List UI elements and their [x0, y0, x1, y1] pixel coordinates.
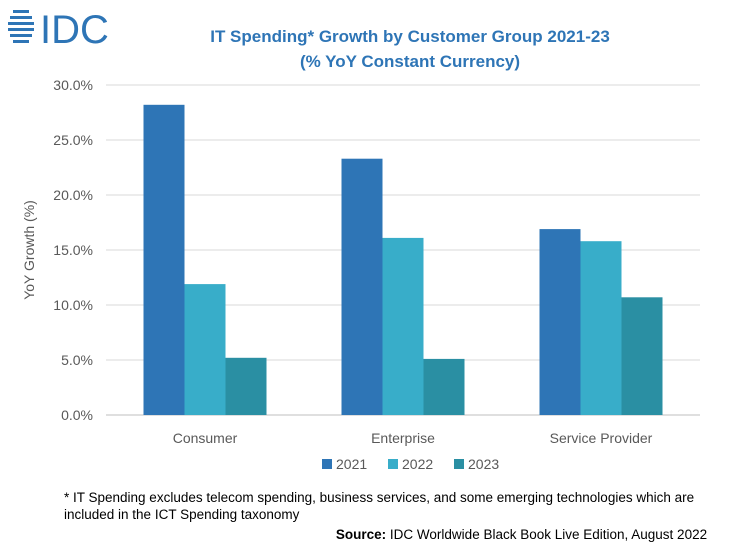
- y-tick-label: 10.0%: [53, 297, 93, 313]
- bar-consumer-2022: [184, 284, 226, 415]
- bar-service-provider-2023: [621, 297, 663, 415]
- bar-consumer-2023: [225, 357, 267, 415]
- legend-swatch-2021: [322, 459, 332, 469]
- chart-title-line-1: IT Spending* Growth by Customer Group 20…: [210, 27, 610, 46]
- legend-label-2021: 2021: [336, 456, 367, 472]
- bar-chart: 0.0% 5.0% 10.0% 15.0% 20.0% 25.0% 30.0% YoY Gr…: [21, 77, 700, 472]
- bar-service-provider-2022: [580, 241, 622, 415]
- bar-enterprise-2021: [341, 158, 383, 415]
- legend-swatch-2023: [454, 459, 464, 469]
- legend-swatch-2022: [388, 459, 398, 469]
- source-text: IDC Worldwide Black Book Live Edition, A…: [386, 527, 708, 542]
- footnote: * IT Spending excludes telecom spending,…: [64, 490, 695, 522]
- legend-label-2022: 2022: [402, 456, 433, 472]
- y-tick-label: 25.0%: [53, 132, 93, 148]
- x-tick-label: Consumer: [173, 430, 238, 446]
- chart-title-line-2: (% YoY Constant Currency): [299, 52, 521, 71]
- bar-consumer-2021: [143, 104, 185, 416]
- logo-text: IDC: [40, 8, 109, 50]
- globe-icon: [8, 10, 34, 43]
- y-tick-label: 30.0%: [53, 77, 93, 93]
- chart-title: IT Spending* Growth by Customer Group 20…: [150, 24, 670, 74]
- bar-service-provider-2021: [539, 229, 581, 415]
- y-tick-label: 0.0%: [61, 407, 93, 423]
- y-tick-label: 20.0%: [53, 187, 93, 203]
- y-tick-label: 5.0%: [61, 352, 93, 368]
- source-line: Source: IDC Worldwide Black Book Live Ed…: [0, 527, 753, 542]
- y-tick-label: 15.0%: [53, 242, 93, 258]
- legend-label-2023: 2023: [468, 456, 499, 472]
- bar-enterprise-2023: [423, 358, 465, 415]
- y-axis-label: YoY Growth (%): [21, 200, 37, 300]
- bar-enterprise-2022: [382, 237, 424, 415]
- source-label: Source:: [335, 527, 387, 542]
- x-tick-label: Enterprise: [371, 430, 435, 446]
- idc-logo: IDC: [8, 6, 138, 55]
- x-tick-label: Service Provider: [550, 430, 653, 446]
